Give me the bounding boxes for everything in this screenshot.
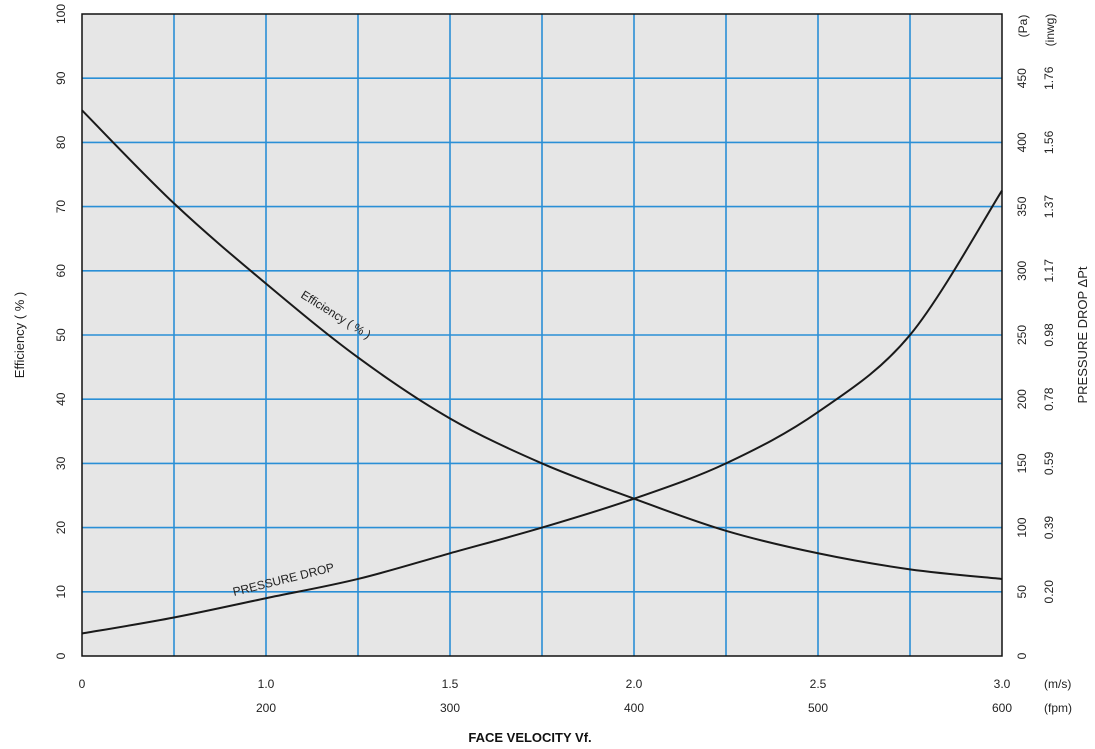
y-right-inwg-tick-label: 1.17 (1042, 259, 1056, 283)
y-right-pa-tick-label: 0 (1015, 652, 1029, 659)
y-right-inwg-tick-label: 0.20 (1042, 580, 1056, 604)
pressure-drop-curve (81, 190, 1003, 635)
y-right-inwg-unit: (inwg) (1043, 14, 1057, 47)
y-right-pa-tick-label: 300 (1015, 260, 1029, 280)
y-left-tick-label: 30 (54, 456, 68, 470)
y-right-inwg-tick-label: 0.78 (1042, 387, 1056, 411)
right-axis-ticks: 0 50 0.20 100 0.39 150 0.59 200 0.78 250 0.98 300 1.… (1015, 66, 1056, 659)
x-axis-ticks: 0 1.0 200 1.5 300 2.0 400 2.5 500 3.0 600 (79, 677, 1013, 715)
x-fpm-tick-label: 400 (624, 701, 644, 715)
x-axis-title: FACE VELOCITY Vf. (468, 730, 591, 745)
y-right-pa-tick-label: 100 (1015, 517, 1029, 537)
y-left-tick-label: 70 (54, 200, 68, 214)
y-left-tick-label: 10 (54, 585, 68, 599)
y-right-inwg-tick-label: 0.39 (1042, 516, 1056, 540)
y-left-title: Efficiency ( % ) (12, 292, 27, 378)
y-right-pa-unit: (Pa) (1016, 15, 1030, 38)
y-right-pa-tick-label: 350 (1015, 196, 1029, 216)
x-ms-tick-label: 1.5 (442, 677, 459, 691)
x-fpm-tick-label: 600 (992, 701, 1012, 715)
y-right-inwg-tick-label: 1.56 (1042, 130, 1056, 154)
y-right-pa-tick-label: 250 (1015, 325, 1029, 345)
curves (81, 109, 1003, 635)
x-ms-tick-label: 2.0 (626, 677, 643, 691)
y-right-inwg-tick-label: 0.98 (1042, 323, 1056, 347)
y-left-tick-label: 40 (54, 392, 68, 406)
y-right-pa-tick-label: 200 (1015, 389, 1029, 409)
x-ms-unit: (m/s) (1044, 677, 1071, 691)
x-fpm-tick-label: 300 (440, 701, 460, 715)
y-right-inwg-tick-label: 1.76 (1042, 66, 1056, 90)
y-left-tick-label: 80 (54, 135, 68, 149)
x-ms-tick-label: 3.0 (994, 677, 1011, 691)
efficiency-curve (81, 109, 1003, 580)
y-right-pa-tick-label: 400 (1015, 132, 1029, 152)
y-left-tick-label: 90 (54, 71, 68, 85)
x-ms-tick-label: 2.5 (810, 677, 827, 691)
x-fpm-tick-label: 500 (808, 701, 828, 715)
y-right-inwg-tick-label: 1.37 (1042, 195, 1056, 219)
y-right-pa-tick-label: 450 (1015, 68, 1029, 88)
x-ms-tick-label: 1.0 (258, 677, 275, 691)
x-fpm-tick-label: 200 (256, 701, 276, 715)
x-ms-tick-label: 0 (79, 677, 86, 691)
left-axis-ticks: 0 10 20 30 40 50 60 70 80 90 100 (54, 4, 68, 660)
plot-frame (81, 13, 1003, 657)
y-left-tick-label: 50 (54, 328, 68, 342)
y-right-pa-tick-label: 150 (1015, 453, 1029, 473)
y-right-pa-tick-label: 50 (1015, 585, 1029, 599)
x-fpm-unit: (fpm) (1044, 701, 1072, 715)
y-left-tick-label: 20 (54, 521, 68, 535)
y-left-tick-label: 60 (54, 264, 68, 278)
y-left-tick-label: 100 (54, 4, 68, 24)
y-right-inwg-tick-label: 0.59 (1042, 451, 1056, 475)
y-left-tick-label: 0 (54, 652, 68, 659)
y-right-title: PRESSURE DROP ΔPt (1075, 266, 1090, 403)
